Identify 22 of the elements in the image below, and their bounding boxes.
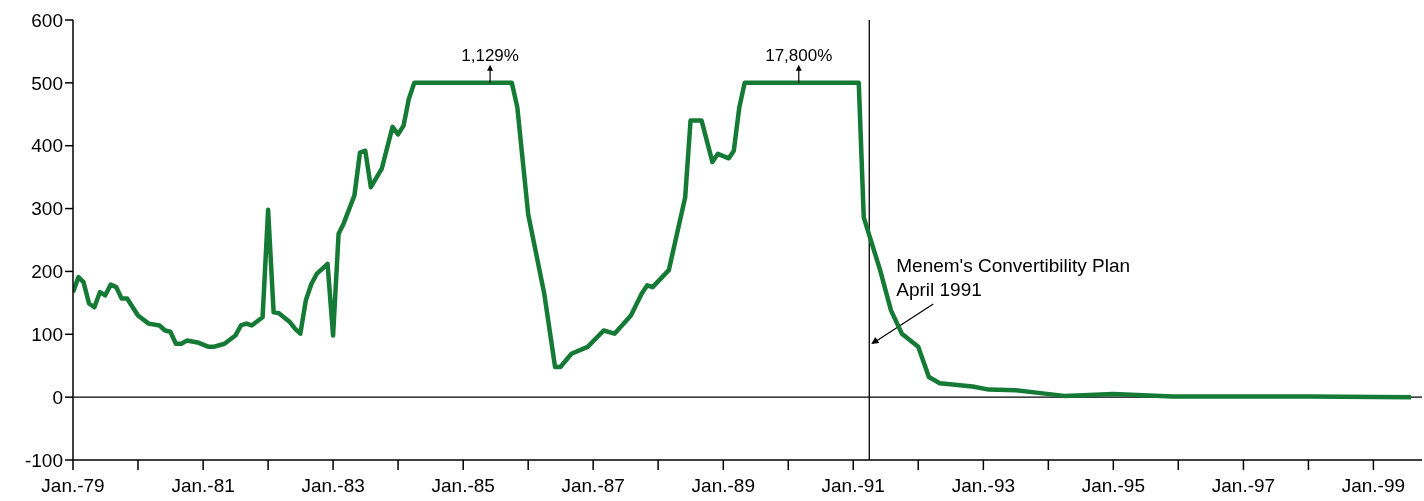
x-tick-label: Jan.-97	[1211, 475, 1276, 496]
annotation: 17,800%	[765, 45, 833, 65]
y-tick-label: 0	[52, 386, 63, 408]
x-tick-label: Jan.-89	[691, 475, 755, 496]
annotation: 1,129%	[461, 45, 519, 65]
x-tick-label: Jan.-95	[1081, 475, 1146, 496]
y-tick-label: 500	[31, 72, 63, 94]
y-tick-label: 600	[31, 9, 63, 31]
y-tick-label: 100	[31, 324, 63, 346]
x-tick-label: Jan.-91	[821, 475, 885, 496]
y-tick-label: 400	[31, 135, 63, 157]
y-tick-label: -100	[24, 449, 63, 471]
x-tick-label: Jan.-79	[41, 475, 105, 496]
ref-line-label: Menem's Convertibility Plan April 1991	[896, 255, 1131, 300]
x-tick-label: Jan.-83	[301, 475, 365, 496]
x-tick-label: Jan.-99	[1341, 475, 1406, 496]
y-tick-label: 300	[31, 198, 63, 220]
x-tick-label: Jan.-93	[951, 475, 1016, 496]
x-tick-label: Jan.-87	[561, 475, 625, 496]
x-tick-label: Jan.-85	[431, 475, 495, 496]
y-tick-label: 200	[31, 261, 63, 283]
x-tick-label: Jan.-81	[171, 475, 235, 496]
